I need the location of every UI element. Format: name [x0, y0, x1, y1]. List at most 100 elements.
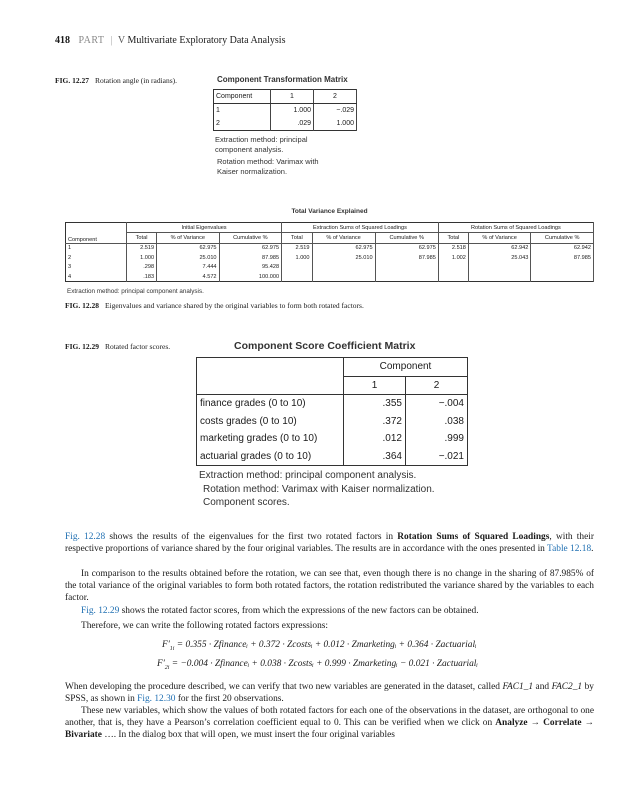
cell	[312, 271, 376, 282]
cell: .355	[343, 394, 406, 413]
header-cell: 2	[313, 89, 357, 104]
cell: −.004	[405, 394, 468, 413]
rotation-note: Rotation method: Varimax with Kaiser nor…	[203, 483, 435, 495]
table-row: 3.298 7.444 95.428	[65, 262, 594, 272]
eq-lhs: F′	[162, 640, 170, 650]
fig-12-28-link[interactable]: Fig. 12.28	[65, 532, 106, 542]
cell: 2	[65, 253, 127, 263]
fig-12-30-link[interactable]: Fig. 12.30	[137, 694, 176, 705]
cell: 1.000	[126, 253, 158, 263]
cell: marketing grades (0 to 10)	[200, 433, 318, 445]
table-row: 1 2.519 62.975 62.975 2.519 62.975 62.975 2.518…	[65, 243, 594, 254]
text: for the first 20 observations.	[175, 694, 284, 705]
cell: 1.000	[270, 103, 314, 117]
paragraph: Therefore, we can write the following ro…	[81, 621, 329, 631]
cell: .038	[405, 412, 468, 430]
equation-factor-2: F′2i = −0.004 · Zfinanceᵢ + 0.038 · Zcos…	[157, 659, 478, 671]
part-title: Multivariate Exploratory Data Analysis	[127, 35, 286, 46]
cell	[312, 262, 376, 272]
scores-note: Component scores.	[203, 497, 290, 508]
fig-12-29-link[interactable]: Fig. 12.29	[81, 606, 120, 616]
running-header: 418 PART | V Multivariate Exploratory Dat…	[55, 35, 285, 46]
eq-rhs: = 0.355 · Zfinanceᵢ + 0.372 · Zcostsᵢ + …	[176, 640, 477, 650]
caption-text: Eigenvalues and variance shared by the o…	[104, 301, 364, 310]
cell: 62.975	[219, 243, 283, 254]
cell: .298	[126, 262, 158, 272]
cell: 25.010	[312, 253, 376, 263]
table-row: costs grades (0 to 10) .372.038	[197, 412, 468, 430]
extraction-note: Extraction method: principal component a…	[199, 470, 417, 481]
transformation-matrix-table: Component 1 2 1 1.000 −.029 2.029 1.000	[213, 89, 357, 131]
table-12-18-link[interactable]: Table 12.18	[547, 544, 592, 555]
group-header: Rotation Sums of Squared Loadings	[438, 222, 595, 234]
cell: 1	[65, 243, 127, 254]
figure-label: FIG. 12.27	[55, 76, 89, 85]
group-header: Extraction Sums of Squared Loadings	[281, 222, 439, 234]
cell: −.029	[313, 103, 357, 117]
group-header: Initial Eigenvalues	[126, 222, 283, 234]
eq-lhs: F′	[157, 659, 165, 669]
header-cell: 1	[270, 89, 314, 104]
cell	[281, 271, 313, 282]
cell: 87.985	[375, 253, 439, 263]
text: .	[591, 544, 594, 555]
text: , with their respective proportions of v…	[65, 532, 594, 555]
cell: 95.428	[219, 262, 283, 272]
cell: 62.975	[156, 243, 220, 254]
text: shows the rotated factor scores, from wh…	[119, 606, 479, 616]
total-variance-table: Component Initial Eigenvalues Extraction…	[65, 222, 595, 283]
cell: 3	[65, 262, 127, 272]
extraction-note: Extraction method: principal component a…	[215, 135, 308, 154]
extraction-note: Extraction method: principal component a…	[67, 288, 204, 295]
fig-12-27-caption: FIG. 12.27 Rotation angle (in radians).	[55, 76, 177, 85]
total-variance-title: Total Variance Explained	[291, 208, 368, 215]
header-separator: |	[110, 35, 113, 46]
subheader-cell: Cumulative %	[375, 232, 439, 244]
rotation-note: Rotation method: Varimax with Kaiser nor…	[217, 157, 319, 176]
subheader-cell: % of Variance	[468, 232, 532, 244]
part-number: V	[117, 35, 125, 46]
eq-subscript: 2i	[164, 664, 170, 671]
cell: 1.000	[313, 117, 357, 131]
row-header: Component	[65, 222, 127, 244]
bold-text: Rotation Sums of Squared Loadings	[397, 532, 550, 542]
figure-label: FIG. 12.29	[65, 342, 99, 351]
cell: 25.043	[468, 253, 532, 263]
table-row: 2 1.000 25.010 87.985 1.000 25.010 87.985 1.002…	[65, 253, 594, 263]
subheader-cell: Cumulative %	[219, 232, 283, 244]
cell: −.021	[405, 447, 468, 466]
cell: 1	[213, 103, 271, 117]
cell: 4.572	[156, 271, 220, 282]
eq-rhs: = −0.004 · Zfinanceᵢ + 0.038 · Zcostsᵢ +…	[171, 659, 478, 669]
eq-subscript: 1i	[169, 645, 175, 652]
text: These new variables, which show the valu…	[65, 706, 594, 729]
cell: 2.518	[438, 243, 469, 254]
cell: 62.942	[468, 243, 532, 254]
cell: 2.519	[126, 243, 158, 254]
text: by SPSS, as shown in	[65, 682, 594, 705]
italic-text: FAC2_1	[551, 682, 583, 692]
cell	[530, 271, 594, 282]
cell: 7.444	[156, 262, 220, 272]
equation-factor-1: F′1i = 0.355 · Zfinanceᵢ + 0.372 · Zcost…	[162, 640, 477, 652]
subheader-row: Total% of Variance Cumulative % Total% of …	[66, 232, 594, 244]
cell: 4	[65, 271, 127, 282]
group-header-row: Component Initial Eigenvalues Extraction…	[65, 222, 595, 244]
subheader-cell: Total	[438, 232, 469, 244]
text: …. In the dialog box that will open, we …	[101, 730, 395, 741]
transformation-matrix-title: Component Transformation Matrix	[217, 75, 348, 84]
group-header: Component	[343, 357, 468, 377]
cell: 1.000	[281, 253, 313, 263]
paragraph: In comparison to the results obtained be…	[65, 569, 594, 604]
header-cell: Component	[213, 89, 271, 104]
cell	[438, 262, 469, 272]
table-row: marketing grades (0 to 10) .012.999	[197, 430, 468, 448]
fig-12-28-caption: FIG. 12.28 Eigenvalues and variance share…	[65, 301, 364, 310]
cell: 2	[213, 117, 271, 131]
header-cell: 2	[405, 376, 468, 395]
cell: 1.002	[438, 253, 469, 263]
fig-12-29-caption: FIG. 12.29 Rotated factor scores.	[65, 342, 170, 351]
table-header-row: Component 1 2	[213, 89, 357, 104]
subheader-cell: % of Variance	[156, 232, 220, 244]
